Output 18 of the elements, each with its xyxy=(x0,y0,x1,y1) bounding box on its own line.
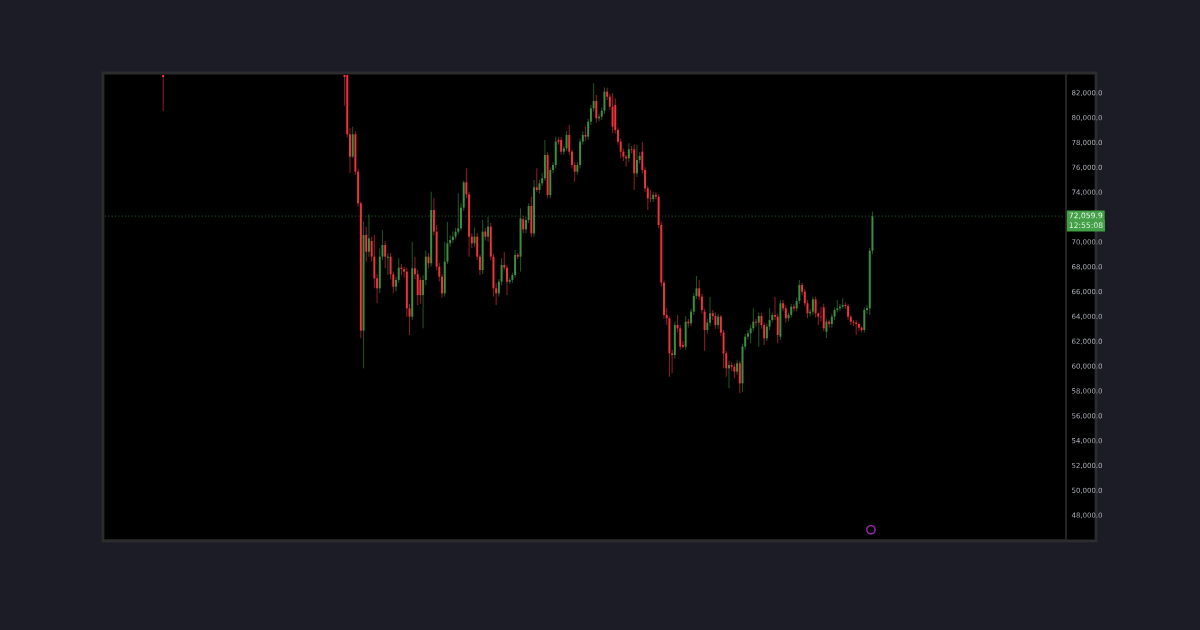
candlestick xyxy=(403,266,406,279)
candlestick xyxy=(381,229,384,261)
candlestick xyxy=(413,256,416,280)
candlestick xyxy=(570,149,573,169)
candlestick xyxy=(728,360,730,389)
candlestick xyxy=(487,216,490,243)
candlestick xyxy=(782,299,785,312)
candlestick xyxy=(395,275,397,292)
candlestick xyxy=(866,304,869,315)
candlestick xyxy=(552,161,554,174)
candlestick xyxy=(709,296,711,327)
candlestick xyxy=(441,273,443,299)
candlestick xyxy=(460,202,462,232)
candlestick xyxy=(617,126,619,146)
candlestick xyxy=(349,127,351,174)
candlestick xyxy=(746,329,749,341)
candlestick xyxy=(755,318,758,327)
candlestick xyxy=(506,264,508,296)
